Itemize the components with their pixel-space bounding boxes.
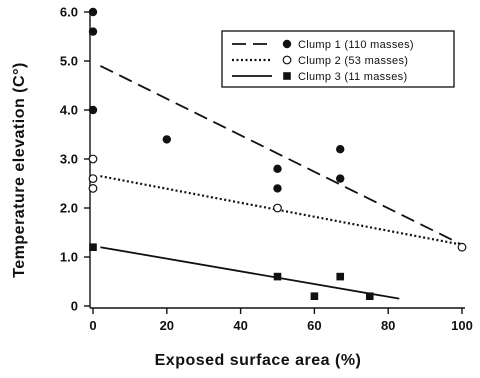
data-point [273, 272, 282, 281]
x-tick-label: 0 [89, 318, 96, 333]
data-point [336, 174, 345, 183]
x-ticks: 0 20 40 60 80 100 [89, 308, 473, 333]
fit-lines [99, 65, 463, 300]
y-tick-label: 1.0 [60, 250, 78, 265]
legend: Clump 1 (110 masses) Clump 2 (53 masses) C… [221, 30, 455, 88]
data-point [310, 292, 319, 300]
data-points [88, 7, 467, 300]
x-axis-title: Exposed surface area (%) [155, 352, 362, 369]
x-tick-label: 20 [160, 318, 174, 333]
legend-marker [282, 55, 292, 65]
legend-marker [283, 72, 291, 80]
y-tick-label: 0 [71, 299, 78, 314]
data-point [89, 243, 97, 251]
fit-line [99, 65, 463, 246]
x-tick-label: 100 [451, 318, 473, 333]
data-point [88, 27, 98, 36]
data-point [336, 272, 345, 281]
data-point [365, 292, 374, 300]
y-tick-label: 5.0 [60, 54, 78, 69]
y-tick-label: 4.0 [60, 103, 78, 118]
fit-line [100, 175, 463, 246]
x-tick-label: 40 [233, 318, 247, 333]
fit-line [100, 246, 400, 300]
legend-label: Clump 2 (53 masses) [298, 55, 408, 67]
data-point [162, 135, 171, 144]
y-tick-label: 3.0 [60, 152, 78, 167]
data-point [88, 7, 98, 17]
data-point [273, 203, 282, 213]
data-point [88, 105, 98, 115]
data-point [273, 164, 282, 173]
data-point [336, 145, 345, 154]
y-tick-label: 6.0 [60, 5, 78, 20]
y-tick-label: 2.0 [60, 201, 78, 216]
legend-label: Clump 3 (11 masses) [298, 71, 407, 83]
data-point [88, 183, 98, 193]
data-point [273, 184, 282, 193]
legend-label: Clump 1 (110 masses) [298, 39, 414, 51]
x-tick-label: 80 [381, 318, 395, 333]
legend-marker [282, 39, 292, 49]
y-ticks: 0 1.0 2.0 3.0 4.0 5.0 6.0 [60, 5, 90, 314]
y-axis-title: Temperature elevation (C°) [11, 62, 28, 278]
data-point [457, 242, 467, 252]
data-point [88, 154, 98, 164]
x-tick-label: 60 [307, 318, 321, 333]
data-point [88, 174, 98, 184]
